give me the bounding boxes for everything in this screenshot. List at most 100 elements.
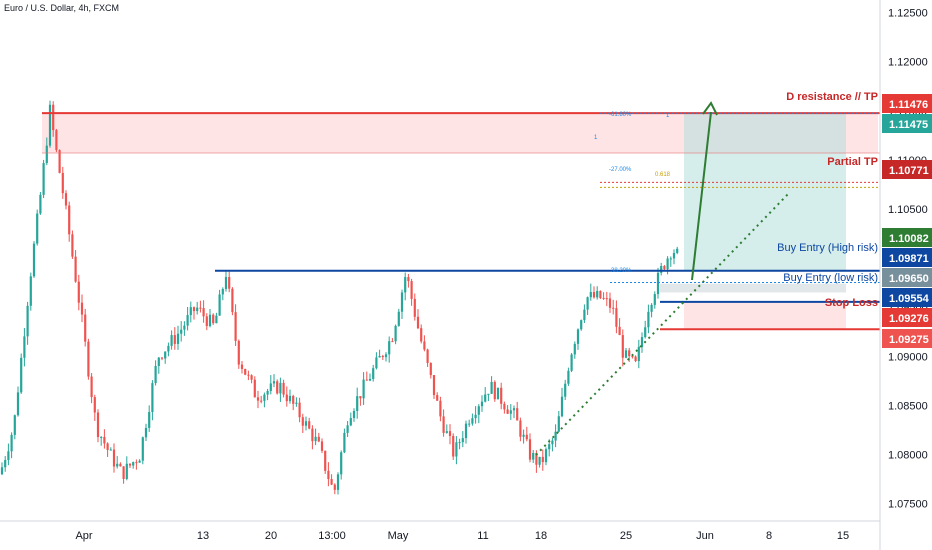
candle-body (295, 402, 298, 404)
candle-body (573, 343, 576, 355)
candle-body (301, 417, 304, 426)
fib-label: 0.618 (655, 172, 671, 178)
candle-body (250, 375, 253, 380)
candle-body (365, 379, 368, 381)
candle-body (122, 466, 125, 479)
candle-body (500, 387, 503, 404)
candle-body (397, 311, 400, 326)
candle-body (372, 368, 375, 379)
candle-body (490, 381, 493, 394)
candle-body (432, 375, 436, 396)
candle-body (132, 462, 135, 466)
candle-body (528, 439, 532, 460)
candle-body (16, 392, 20, 416)
candle-body (317, 436, 320, 442)
candle-body (615, 308, 618, 327)
candle-body (74, 256, 77, 282)
candle-body (599, 290, 602, 298)
price-badge (882, 228, 932, 247)
candle-body (672, 252, 676, 259)
candle-body (404, 277, 407, 293)
arrow-head-icon (702, 101, 718, 116)
partial-tp-label: Partial TP (827, 156, 878, 168)
candle-body (23, 336, 26, 358)
price-badge (882, 160, 932, 179)
candle-body (215, 315, 218, 324)
candle-body (525, 434, 528, 440)
candle-body (84, 314, 87, 342)
candle-body (7, 451, 10, 460)
candle-body (26, 305, 29, 337)
candle-body (247, 374, 250, 376)
candle-body (263, 394, 266, 401)
candle-body (509, 410, 512, 414)
time-axis[interactable]: Apr 13 20 13:00 May 11 18 25 Jun 8 15 (75, 530, 849, 542)
time-tick-label: 20 (265, 530, 277, 542)
candle-body (631, 356, 634, 358)
candle-body (336, 474, 340, 490)
resistance-label: D resistance // TP (786, 91, 878, 103)
candle-body (176, 333, 180, 344)
candle-body (535, 452, 538, 465)
price-badge-text: 1.09276 (889, 313, 929, 325)
time-tick-label: 11 (477, 530, 488, 542)
candle-body (429, 362, 432, 376)
candle-body (612, 307, 615, 309)
candle-body (445, 431, 448, 433)
price-badge (882, 248, 932, 267)
candle-body (282, 382, 285, 395)
candle-body (388, 341, 391, 355)
candle-body (474, 414, 477, 419)
candle-body (564, 383, 567, 397)
candle-body (221, 288, 224, 295)
candle-body (244, 368, 247, 375)
price-badge-text: 1.10771 (889, 165, 929, 177)
time-tick-label: Apr (75, 530, 92, 542)
candle-body (394, 325, 397, 342)
candle-body (183, 325, 186, 330)
candle-body (90, 376, 93, 398)
candle-body (356, 396, 359, 411)
candle-body (256, 397, 260, 401)
price-badge (882, 94, 932, 113)
candle-body (71, 234, 74, 257)
candle-body (234, 312, 237, 341)
candle-body (493, 381, 496, 400)
candle-body (272, 381, 276, 384)
candle-body (359, 396, 362, 399)
fib-label: -27.00% (609, 167, 632, 173)
candle-body (58, 150, 61, 173)
candle-body (304, 421, 308, 426)
candle-body (544, 449, 548, 463)
candle-body (167, 345, 170, 352)
candle-body (400, 292, 404, 312)
candle-body (624, 350, 628, 358)
candle-body (512, 408, 516, 411)
fib-label: 38.20% (611, 268, 632, 274)
candle-body (4, 459, 7, 468)
candle-body (484, 394, 487, 402)
candle-body (311, 428, 314, 442)
candle-body (653, 294, 656, 305)
price-badge (882, 288, 932, 307)
candle-body (570, 354, 573, 371)
candle-body (157, 357, 160, 366)
time-tick-label: 18 (535, 530, 547, 542)
candle-body (324, 450, 327, 471)
candle-body (260, 400, 263, 402)
candle-body (20, 357, 23, 393)
candle-body (29, 276, 32, 306)
price-tick-label: 1.12000 (888, 57, 928, 69)
candle-body (416, 316, 420, 329)
candle-body (116, 463, 119, 467)
candle-body (144, 427, 148, 438)
candle-body (506, 409, 509, 414)
candle-body (676, 248, 679, 253)
candle-body (39, 194, 42, 214)
candle-body (656, 272, 660, 295)
candle-body (634, 356, 637, 362)
candle-body (477, 406, 480, 415)
candle-body (407, 277, 410, 282)
